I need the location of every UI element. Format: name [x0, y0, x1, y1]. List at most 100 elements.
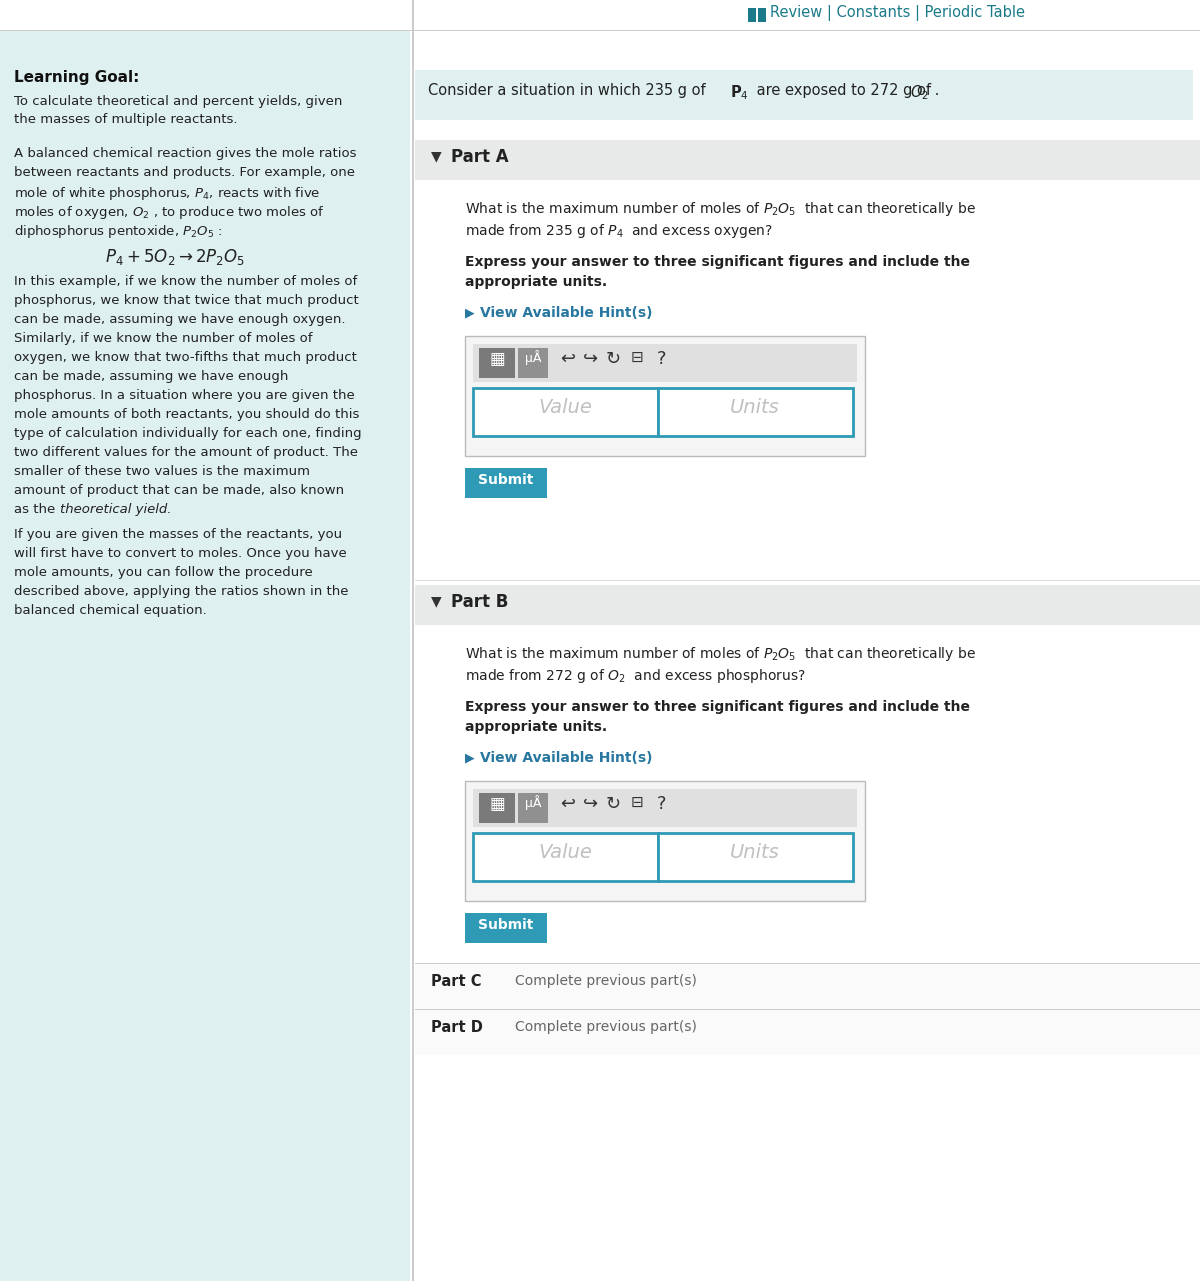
Text: mole of white phosphorus, $P_4$, reacts with five: mole of white phosphorus, $P_4$, reacts … — [14, 184, 320, 202]
Text: Part B: Part B — [451, 593, 509, 611]
Text: Express your answer to three significant figures and include the: Express your answer to three significant… — [466, 255, 970, 269]
Text: two different values for the amount of product. The: two different values for the amount of p… — [14, 446, 358, 459]
Text: ?: ? — [658, 350, 666, 368]
Bar — [518, 793, 548, 822]
Text: will first have to convert to moles. Once you have: will first have to convert to moles. Onc… — [14, 547, 347, 560]
Text: If you are given the masses of the reactants, you: If you are given the masses of the react… — [14, 528, 342, 541]
Text: can be made, assuming we have enough: can be made, assuming we have enough — [14, 370, 288, 383]
Text: ▦: ▦ — [490, 350, 505, 368]
Bar — [415, 965, 1200, 1009]
Text: the masses of multiple reactants.: the masses of multiple reactants. — [14, 113, 238, 126]
Text: ?: ? — [658, 796, 666, 813]
Text: appropriate units.: appropriate units. — [466, 275, 607, 290]
Text: mole amounts of both reactants, you should do this: mole amounts of both reactants, you shou… — [14, 409, 359, 421]
Text: moles of oxygen, $O_2$ , to produce two moles of: moles of oxygen, $O_2$ , to produce two … — [14, 204, 325, 222]
Text: Submit: Submit — [479, 473, 534, 487]
Text: Review | Constants | Periodic Table: Review | Constants | Periodic Table — [770, 5, 1025, 20]
Text: ▼: ▼ — [431, 594, 442, 608]
Bar — [466, 781, 865, 901]
Text: mole amounts, you can follow the procedure: mole amounts, you can follow the procedu… — [14, 566, 313, 579]
Text: ▦: ▦ — [490, 796, 505, 813]
Text: ↻: ↻ — [606, 796, 622, 813]
Text: ↪: ↪ — [583, 350, 598, 368]
Text: ↩: ↩ — [560, 350, 575, 368]
Text: smaller of these two values is the maximum: smaller of these two values is the maxim… — [14, 465, 310, 478]
Text: $P_4 + 5O_2{\rightarrow}2P_2O_5$: $P_4 + 5O_2{\rightarrow}2P_2O_5$ — [104, 247, 245, 266]
Bar — [0, 0, 1200, 29]
Bar — [479, 793, 515, 822]
Text: μÅ: μÅ — [524, 796, 541, 810]
Text: Part D: Part D — [431, 1020, 482, 1035]
Bar — [748, 8, 756, 22]
Text: A balanced chemical reaction gives the mole ratios: A balanced chemical reaction gives the m… — [14, 147, 356, 160]
Text: $\mathbf{P}_4$: $\mathbf{P}_4$ — [730, 83, 749, 101]
Text: are exposed to 272 g of: are exposed to 272 g of — [752, 83, 936, 99]
Text: ↩: ↩ — [560, 796, 575, 813]
Text: Part A: Part A — [451, 149, 509, 167]
Text: Part C: Part C — [431, 974, 481, 989]
Text: ▼: ▼ — [431, 149, 442, 163]
Text: μÅ: μÅ — [524, 350, 541, 365]
Text: ⊟: ⊟ — [631, 796, 643, 810]
Bar — [410, 0, 1200, 1281]
Bar — [473, 388, 658, 436]
Bar — [415, 70, 1193, 120]
Text: Value: Value — [538, 843, 592, 862]
Bar — [473, 833, 658, 881]
Bar — [415, 1009, 1200, 1056]
Text: phosphorus, we know that twice that much product: phosphorus, we know that twice that much… — [14, 295, 359, 307]
Text: balanced chemical equation.: balanced chemical equation. — [14, 605, 206, 617]
Text: diphosphorus pentoxide, $P_2O_5$ :: diphosphorus pentoxide, $P_2O_5$ : — [14, 223, 222, 240]
Text: Value: Value — [538, 398, 592, 418]
Text: made from 235 g of $P_4$  and excess oxygen?: made from 235 g of $P_4$ and excess oxyg… — [466, 222, 773, 240]
Text: amount of product that can be made, also known: amount of product that can be made, also… — [14, 484, 344, 497]
Text: as the: as the — [14, 503, 60, 516]
Bar — [658, 388, 853, 436]
Text: Units: Units — [730, 398, 780, 418]
Text: In this example, if we know the number of moles of: In this example, if we know the number o… — [14, 275, 358, 288]
Text: ▶: ▶ — [466, 751, 475, 763]
Text: type of calculation individually for each one, finding: type of calculation individually for eac… — [14, 427, 361, 439]
Bar — [415, 140, 1200, 181]
Bar — [479, 348, 515, 378]
Text: can be made, assuming we have enough oxygen.: can be made, assuming we have enough oxy… — [14, 313, 346, 325]
Text: described above, applying the ratios shown in the: described above, applying the ratios sho… — [14, 585, 348, 598]
Text: View Available Hint(s): View Available Hint(s) — [480, 751, 653, 765]
Text: phosphorus. In a situation where you are given the: phosphorus. In a situation where you are… — [14, 389, 355, 402]
Text: To calculate theoretical and percent yields, given: To calculate theoretical and percent yie… — [14, 95, 342, 108]
Text: $O_2$: $O_2$ — [910, 83, 929, 101]
Text: Consider a situation in which 235 g of: Consider a situation in which 235 g of — [428, 83, 710, 99]
Text: between reactants and products. For example, one: between reactants and products. For exam… — [14, 167, 355, 179]
Text: .: . — [930, 83, 940, 99]
Bar — [415, 625, 1200, 1056]
Bar — [0, 29, 410, 1281]
Text: theoretical yield.: theoretical yield. — [60, 503, 172, 516]
Bar — [466, 468, 547, 498]
Text: ⊟: ⊟ — [631, 350, 643, 365]
Text: ↻: ↻ — [606, 350, 622, 368]
Text: ▶: ▶ — [466, 306, 475, 319]
Bar — [658, 833, 853, 881]
Text: oxygen, we know that two-fifths that much product: oxygen, we know that two-fifths that muc… — [14, 351, 356, 364]
Bar — [758, 8, 766, 22]
Bar — [466, 336, 865, 456]
Text: Submit: Submit — [479, 918, 534, 933]
Text: Similarly, if we know the number of moles of: Similarly, if we know the number of mole… — [14, 332, 312, 345]
Bar — [518, 348, 548, 378]
Text: made from 272 g of $O_2$  and excess phosphorus?: made from 272 g of $O_2$ and excess phos… — [466, 667, 805, 685]
Text: What is the maximum number of moles of $P_2O_5$  that can theoretically be: What is the maximum number of moles of $… — [466, 646, 976, 664]
Text: Complete previous part(s): Complete previous part(s) — [515, 1020, 697, 1034]
Bar — [473, 789, 857, 828]
Bar — [466, 913, 547, 943]
Text: What is the maximum number of moles of $P_2O_5$  that can theoretically be: What is the maximum number of moles of $… — [466, 200, 976, 218]
Text: Complete previous part(s): Complete previous part(s) — [515, 974, 697, 988]
Bar — [415, 181, 1200, 575]
Bar — [412, 0, 414, 1281]
Text: Express your answer to three significant figures and include the: Express your answer to three significant… — [466, 699, 970, 714]
Text: appropriate units.: appropriate units. — [466, 720, 607, 734]
Text: Units: Units — [730, 843, 780, 862]
Bar — [415, 585, 1200, 625]
Bar — [473, 345, 857, 382]
Text: Learning Goal:: Learning Goal: — [14, 70, 139, 85]
Text: View Available Hint(s): View Available Hint(s) — [480, 306, 653, 320]
